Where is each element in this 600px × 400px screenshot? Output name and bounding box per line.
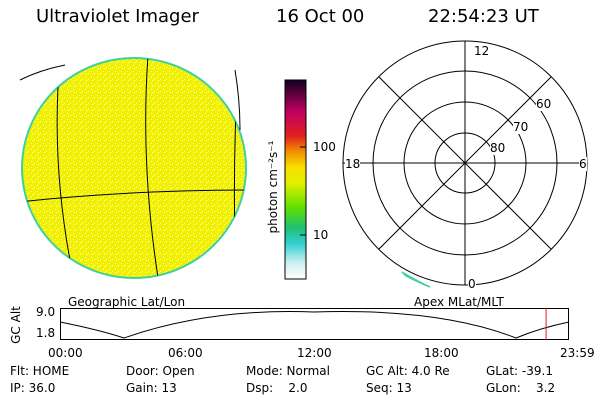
status-gcalt: GC Alt: 4.0 Re xyxy=(366,364,450,378)
status-seq: Seq: 13 xyxy=(366,381,412,395)
altitude-plot xyxy=(59,308,570,340)
date-label: 16 Oct 00 xyxy=(276,6,365,27)
altitude-ytick-bottom: 1.8 xyxy=(36,326,56,340)
altitude-xtick-1: 06:00 xyxy=(168,346,203,360)
polar-plot xyxy=(342,40,588,288)
altitude-xtick-4: 23:59 xyxy=(560,346,595,360)
status-flt: Flt: HOME xyxy=(10,364,70,378)
status-gain: Gain: 13 xyxy=(126,381,177,395)
colorbar-unit-label: photon cm⁻²s⁻¹ xyxy=(266,140,280,234)
altitude-curve xyxy=(59,311,570,339)
colorbar-tick-10: 10 xyxy=(313,228,329,242)
instrument-title: Ultraviolet Imager xyxy=(36,6,199,27)
status-glat: GLat: -39.1 xyxy=(486,364,553,378)
time-label: 22:54:23 UT xyxy=(428,6,539,27)
aurora-patch xyxy=(401,271,431,288)
lat-60-label: 60 xyxy=(536,97,552,111)
geographic-image xyxy=(19,57,247,279)
status-glon: GLon: 3.2 xyxy=(486,381,556,395)
colorbar xyxy=(284,79,307,280)
status-ip: IP: 36.0 xyxy=(10,381,56,395)
altitude-xtick-3: 18:00 xyxy=(424,346,459,360)
mlt-6-label: 6 xyxy=(579,157,587,171)
colorbar-tick-100: 100 xyxy=(313,140,336,154)
status-dsp: Dsp: 2.0 xyxy=(246,381,308,395)
earth-disk xyxy=(21,57,247,279)
altitude-xtick-0: 00:00 xyxy=(48,346,83,360)
mlt-0-label: 0 xyxy=(468,277,476,291)
altitude-xtick-2: 12:00 xyxy=(297,346,332,360)
altitude-ytick-top: 9.0 xyxy=(36,305,56,319)
lat-80-label: 80 xyxy=(490,141,506,155)
lat-70-label: 70 xyxy=(513,120,529,134)
altitude-ylabel: GC Alt xyxy=(9,306,23,344)
mlt-12-label: 12 xyxy=(474,44,490,58)
mlt-18-label: 18 xyxy=(345,157,361,171)
status-mode: Mode: Normal xyxy=(246,364,330,378)
apex-label: Apex MLat/MLT xyxy=(414,295,504,309)
geographic-label: Geographic Lat/Lon xyxy=(68,295,186,309)
status-door: Door: Open xyxy=(126,364,195,378)
